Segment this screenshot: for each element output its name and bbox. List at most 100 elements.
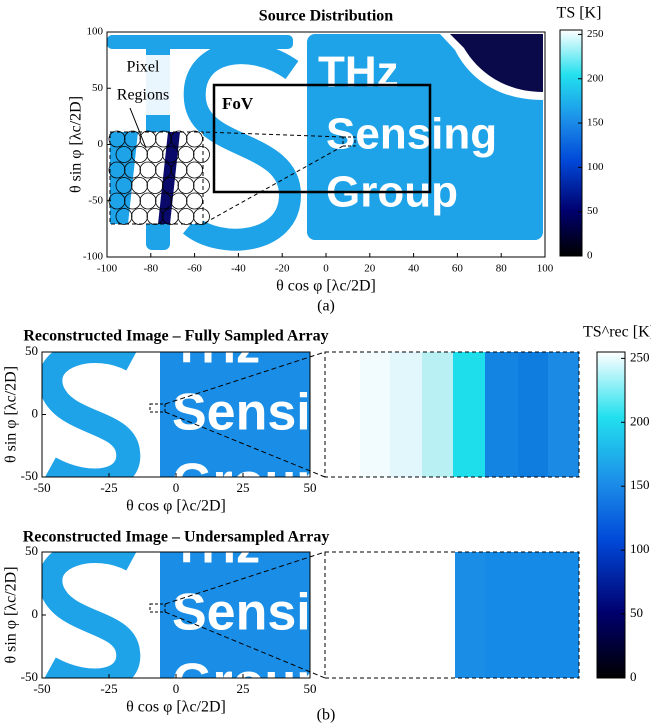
colorbar-tick-label: 100	[630, 541, 650, 556]
reconstructed-image: THz Sensing Group	[42, 521, 374, 712]
pixel-circle	[170, 130, 188, 148]
fov-box	[212, 83, 432, 194]
pixel-circle	[170, 192, 188, 210]
pixel-circle	[193, 177, 210, 194]
colorbar-tick-label: 200	[630, 413, 650, 428]
fov-label: FoV	[222, 94, 254, 113]
pixel-circle	[186, 161, 203, 179]
colorbar-tick-label: 100	[587, 161, 604, 173]
y-tick-label: -50	[21, 669, 38, 684]
x-tick-label: -100	[97, 263, 118, 275]
image-text: Group	[172, 454, 328, 512]
y-axis-label: θ sin φ [λc/2D]	[3, 366, 20, 463]
y-tick-label: 0	[32, 405, 39, 420]
pixel-circle	[139, 130, 157, 148]
colorbar-tick-label: 50	[630, 605, 643, 620]
pixel-circle	[124, 192, 141, 210]
pixel-circle	[155, 192, 172, 210]
pixel-circle	[108, 161, 126, 179]
reconstructed-image: THz Sensing Group	[42, 321, 374, 512]
zoom-fully-sampled	[164, 351, 580, 478]
pixel-circle	[108, 130, 126, 148]
x-tick-label: 60	[452, 263, 464, 275]
image-text: THz	[172, 321, 260, 374]
x-tick-label: 25	[237, 480, 250, 495]
image-text: Sensing	[172, 584, 374, 642]
pixel-circle	[139, 192, 157, 210]
x-tick-label: 20	[364, 263, 376, 275]
pixel-circle	[131, 177, 148, 194]
x-tick-label: -50	[33, 480, 50, 495]
colorbar-tick-label: 0	[587, 250, 593, 262]
image-text: THz	[318, 48, 399, 97]
axes-title: Reconstructed Image – Undersampled Array	[23, 529, 330, 546]
pixel-circle	[146, 146, 164, 163]
x-tick-label: 25	[237, 681, 250, 696]
y-tick-label: -50	[88, 194, 103, 206]
pixel-circle	[170, 161, 188, 179]
y-tick-label: 50	[25, 343, 38, 358]
pixel-circle	[162, 177, 179, 194]
annotation: Regions	[117, 87, 169, 104]
axes-title: Reconstructed Image – Fully Sampled Arra…	[23, 328, 328, 345]
pixel-circle	[146, 177, 164, 194]
pixel-circle	[124, 161, 141, 179]
colorbar-tick-label: 150	[587, 117, 604, 129]
zoom-undersampled	[164, 551, 580, 679]
y-tick-label: 50	[25, 543, 38, 558]
x-tick-label: 40	[408, 263, 420, 275]
pixel-circle	[177, 208, 195, 225]
panel-label: (b)	[317, 707, 336, 724]
x-tick-label: -25	[100, 480, 117, 495]
y-tick-label: 50	[92, 82, 104, 94]
colorbar-tick-label: 0	[630, 669, 637, 684]
colorbar	[559, 29, 583, 257]
pixel-circle	[177, 177, 195, 194]
x-tick-label: 0	[323, 263, 329, 275]
colorbar	[596, 351, 626, 679]
y-tick-label: 100	[87, 26, 104, 38]
pixel-circle	[162, 146, 179, 163]
axes-title: Source Distribution	[259, 8, 393, 25]
x-tick-label: -40	[231, 263, 246, 275]
x-tick-label: 100	[537, 263, 554, 275]
x-tick-label: -60	[187, 263, 202, 275]
x-tick-label: 0	[173, 480, 180, 495]
pixel-circle	[115, 177, 133, 194]
pixel-circle	[193, 208, 210, 225]
y-tick-label: -50	[21, 468, 38, 483]
pixel-circle	[131, 146, 148, 163]
image-text: THz	[172, 521, 260, 574]
x-axis-label: θ cos φ [λc/2D]	[126, 498, 226, 515]
pixel-circle	[155, 130, 172, 148]
x-axis-label: θ cos φ [λc/2D]	[276, 278, 376, 295]
image-text: Sensing	[172, 384, 374, 442]
pixel-regions	[108, 130, 210, 225]
panel-label: (a)	[317, 298, 335, 315]
pixel-circle	[115, 208, 133, 225]
x-tick-label: -80	[143, 263, 158, 275]
colorbar-tick-label: 250	[630, 349, 650, 364]
pixel-circle	[155, 161, 172, 179]
y-tick-label: -100	[83, 251, 104, 263]
x-tick-label: 50	[304, 681, 317, 696]
x-tick-label: -25	[100, 681, 117, 696]
x-tick-label: -50	[33, 681, 50, 696]
y-tick-label: 0	[98, 138, 104, 150]
pixel-circle	[139, 161, 157, 179]
image-text: Group	[172, 654, 328, 712]
x-tick-label: 80	[496, 263, 508, 275]
colorbar-label: TS^rec [K]	[583, 324, 651, 341]
pixel-circle	[115, 146, 133, 163]
pixel-circle	[124, 130, 141, 148]
pixel-circle	[193, 146, 210, 163]
x-tick-label: 50	[304, 480, 317, 495]
colorbar-tick-label: 250	[587, 28, 604, 40]
pixel-circle	[177, 146, 195, 163]
annotation: Pixel	[127, 59, 160, 76]
y-tick-label: 0	[32, 606, 39, 621]
image-text: Sensing	[326, 110, 497, 159]
y-axis-label: θ sin φ [λc/2D]	[3, 566, 20, 663]
colorbar-tick-label: 50	[587, 205, 599, 217]
